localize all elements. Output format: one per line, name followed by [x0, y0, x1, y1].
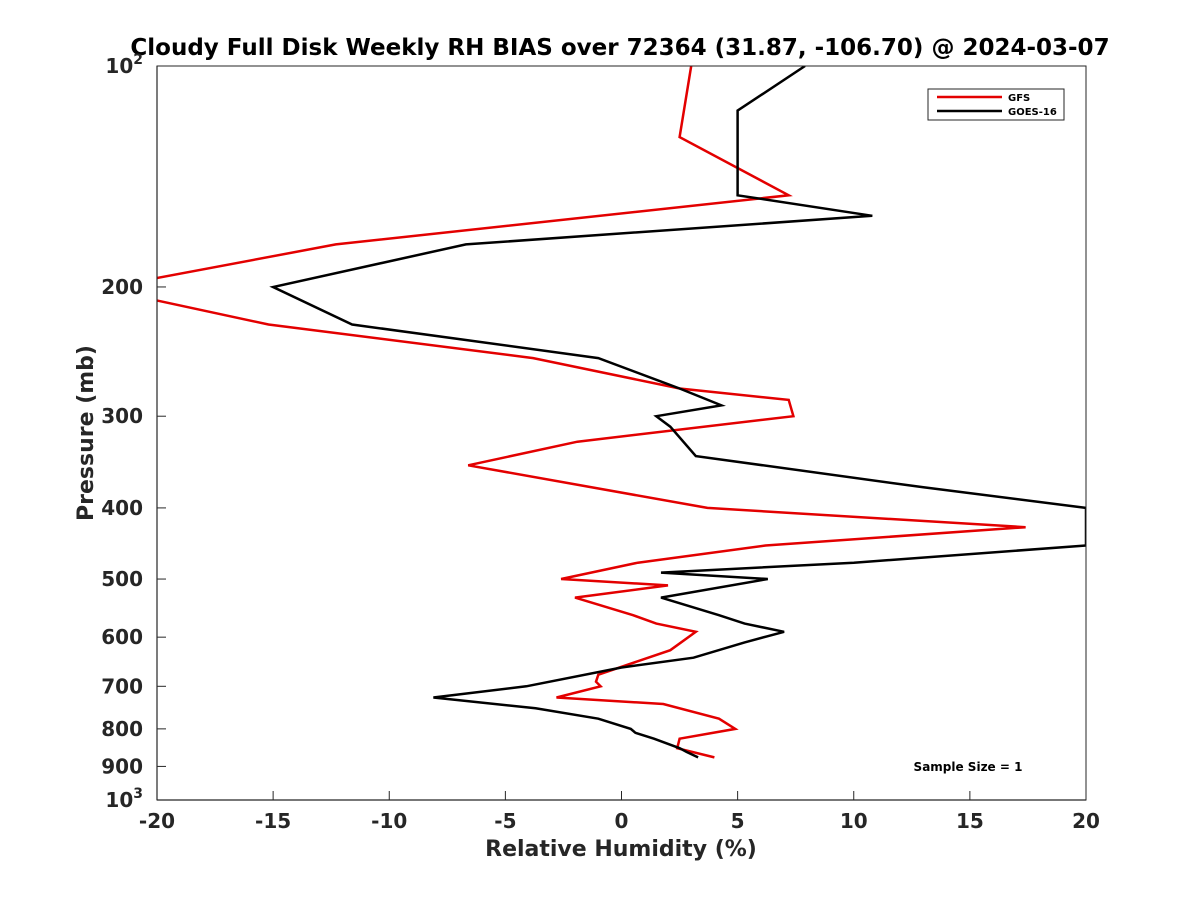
- x-tick-label: -5: [494, 809, 516, 833]
- y-tick-label: 800: [101, 717, 143, 741]
- y-tick-label: 900: [101, 754, 143, 778]
- legend-box: [927, 88, 1065, 121]
- series-line-1-goes-16: [269, 66, 1086, 759]
- chart-title: Cloudy Full Disk Weekly RH BIAS over 723…: [130, 35, 1109, 61]
- series-layer: [157, 66, 1086, 759]
- y-tick-label: 103: [105, 786, 143, 812]
- x-tick-label: -20: [139, 809, 175, 833]
- sample-size-annotation: Sample Size = 1: [914, 760, 1023, 774]
- x-tick-label: 0: [615, 809, 629, 833]
- series-line-0-gfs: [157, 66, 1026, 759]
- x-tick-label: -15: [255, 809, 291, 833]
- y-tick-label: 700: [101, 674, 143, 698]
- x-tick-label: -10: [371, 809, 407, 833]
- legend-label-goes16: GOES-16: [1008, 107, 1057, 118]
- y-ticks: 102 200 300 400 500 600 700 800 900 103: [101, 52, 166, 812]
- y-axis-label: Pressure (mb): [74, 345, 99, 521]
- y-tick-label: 200: [101, 275, 143, 299]
- y-tick-label: 600: [101, 625, 143, 649]
- y-tick-label: 300: [101, 404, 143, 428]
- y-tick-label: 102: [105, 52, 143, 78]
- x-tick-label: 20: [1072, 809, 1100, 833]
- y-tick-label: 500: [101, 567, 143, 591]
- x-ticks: -20 -15 -10 -5 0 5 10 15 20: [139, 791, 1100, 833]
- x-tick-label: 15: [956, 809, 984, 833]
- x-axis-label: Relative Humidity (%): [485, 837, 757, 862]
- x-tick-label: 5: [731, 809, 745, 833]
- legend-label-gfs: GFS: [1008, 93, 1030, 104]
- x-tick-label: 10: [840, 809, 868, 833]
- plot-area-frame: [156, 65, 1087, 801]
- legend: GFS GOES-16: [927, 88, 1065, 121]
- y-tick-label: 400: [101, 496, 143, 520]
